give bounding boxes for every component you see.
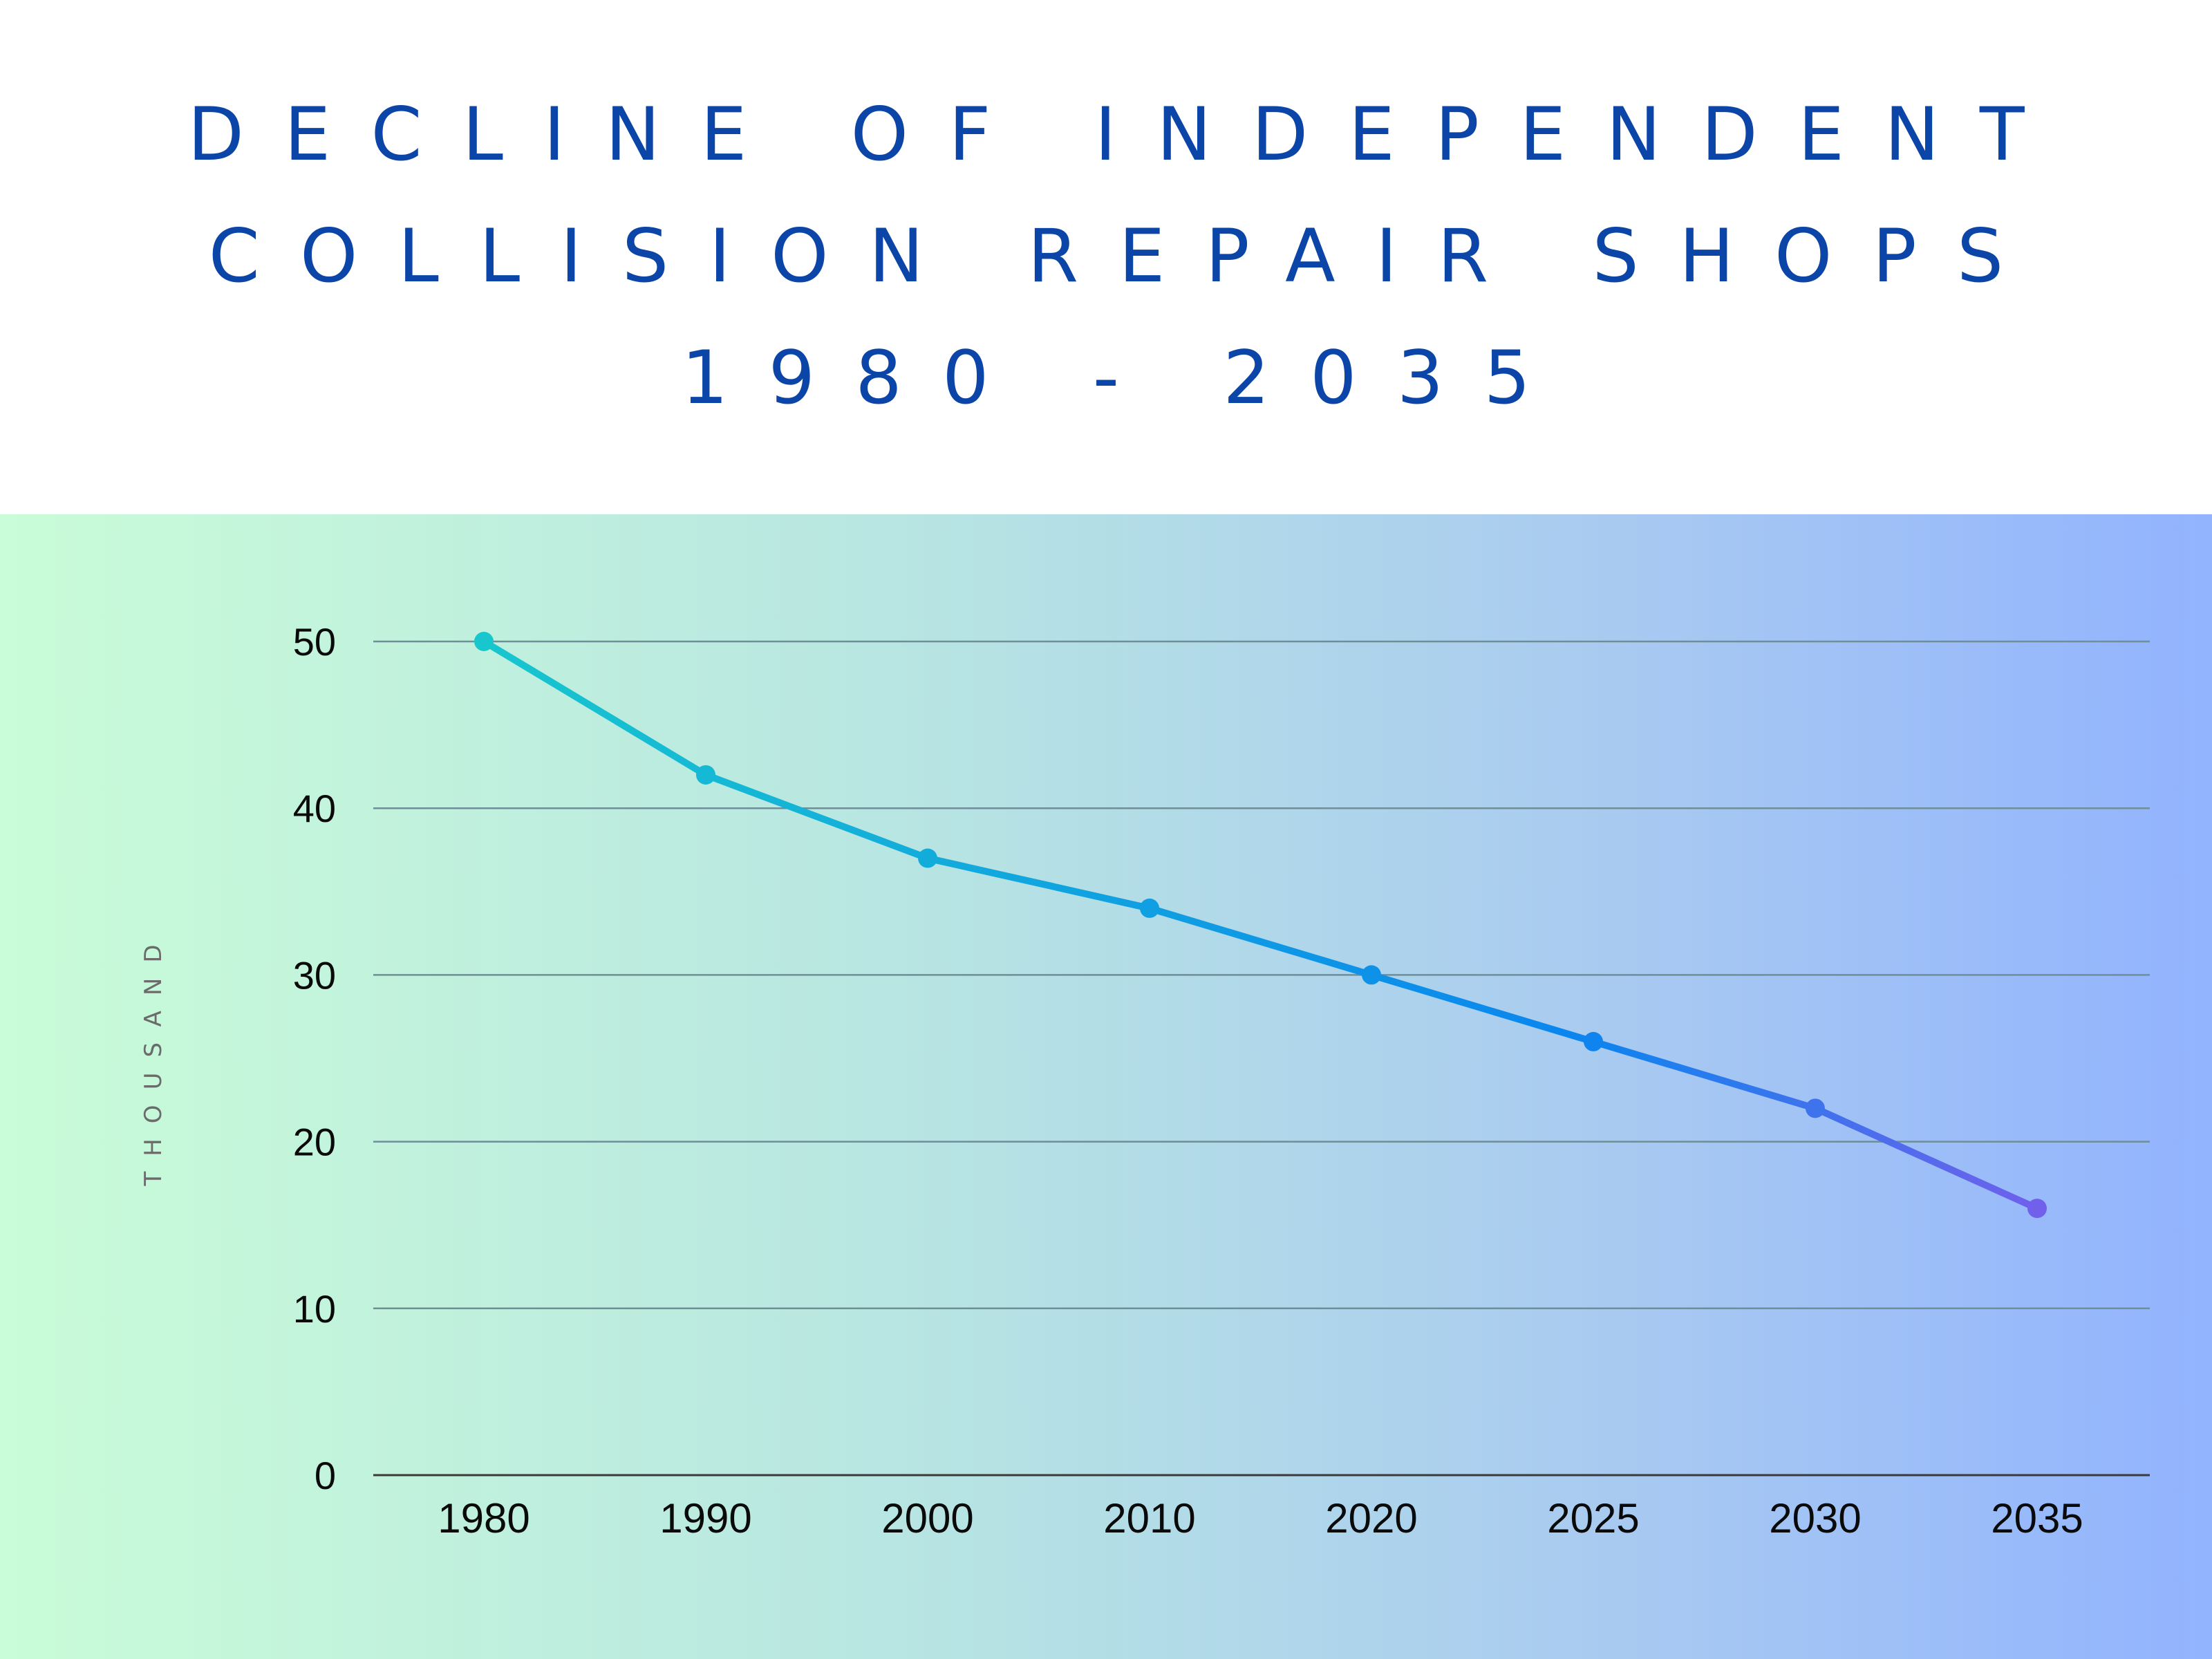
gridlines [373, 640, 2150, 1477]
chart-title-line-2: COLLISION REPAIR SHOPS [208, 214, 2044, 299]
x-tick-labels: 1980 1990 2000 2010 2020 2025 2030 2035 [438, 1495, 2083, 1541]
y-tick-label: 30 [293, 953, 336, 997]
x-tick-label: 2030 [1769, 1495, 1861, 1541]
x-tick-label: 1980 [438, 1495, 529, 1541]
data-point [1362, 965, 1381, 985]
data-point [696, 765, 715, 785]
chart-title-line-1: DECLINE OF INDEPENDENT [187, 92, 2065, 177]
series-line-path [480, 638, 2041, 1212]
y-tick-label: 50 [293, 620, 336, 664]
chart-panel [0, 514, 2212, 1659]
y-axis-label: THOUSAND [140, 929, 167, 1186]
data-point [1140, 898, 1159, 918]
x-tick-label: 2035 [1991, 1495, 2083, 1541]
y-tick-labels: 0 10 20 30 40 50 [293, 620, 336, 1497]
chart-title-line-3: 1980 - 2035 [681, 335, 1571, 420]
x-tick-label: 2010 [1103, 1495, 1195, 1541]
data-point [2027, 1199, 2047, 1219]
x-tick-label: 1990 [659, 1495, 751, 1541]
series-line [480, 638, 2041, 1212]
x-tick-label: 2025 [1547, 1495, 1639, 1541]
data-points [474, 632, 2047, 1219]
x-tick-label: 2000 [881, 1495, 973, 1541]
data-point [1584, 1031, 1603, 1051]
data-point [474, 632, 494, 651]
y-tick-label: 10 [293, 1287, 336, 1331]
y-tick-label: 40 [293, 787, 336, 830]
data-point [1806, 1098, 1825, 1118]
data-point [918, 848, 937, 868]
y-tick-label: 0 [315, 1454, 336, 1497]
y-tick-label: 20 [293, 1121, 336, 1164]
x-tick-label: 2020 [1325, 1495, 1417, 1541]
